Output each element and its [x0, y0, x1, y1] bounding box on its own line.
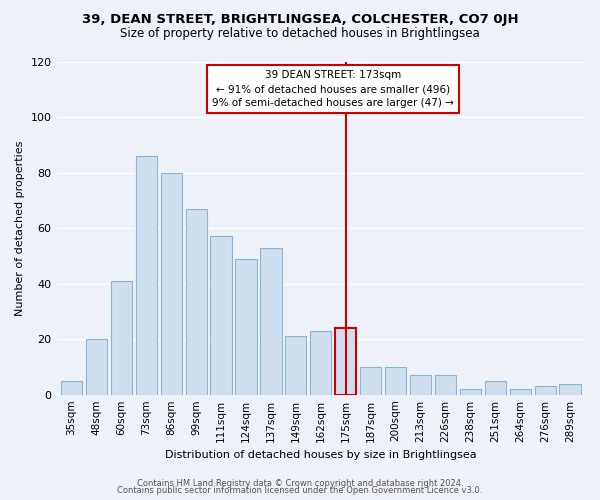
Bar: [235, 258, 257, 394]
Bar: [161, 172, 182, 394]
Bar: [211, 236, 232, 394]
Text: Contains HM Land Registry data © Crown copyright and database right 2024.: Contains HM Land Registry data © Crown c…: [137, 478, 463, 488]
Bar: [310, 331, 331, 394]
Bar: [460, 389, 481, 394]
Bar: [360, 367, 381, 394]
Text: 39 DEAN STREET: 173sqm
← 91% of detached houses are smaller (496)
9% of semi-det: 39 DEAN STREET: 173sqm ← 91% of detached…: [212, 70, 454, 108]
Bar: [435, 375, 456, 394]
Text: Contains public sector information licensed under the Open Government Licence v3: Contains public sector information licen…: [118, 486, 482, 495]
Bar: [485, 381, 506, 394]
Y-axis label: Number of detached properties: Number of detached properties: [15, 140, 25, 316]
Bar: [509, 389, 531, 394]
X-axis label: Distribution of detached houses by size in Brightlingsea: Distribution of detached houses by size …: [165, 450, 476, 460]
Bar: [260, 248, 281, 394]
Bar: [86, 339, 107, 394]
Bar: [111, 281, 132, 394]
Text: 39, DEAN STREET, BRIGHTLINGSEA, COLCHESTER, CO7 0JH: 39, DEAN STREET, BRIGHTLINGSEA, COLCHEST…: [82, 12, 518, 26]
Bar: [335, 328, 356, 394]
Bar: [61, 381, 82, 394]
Text: Size of property relative to detached houses in Brightlingsea: Size of property relative to detached ho…: [120, 28, 480, 40]
Bar: [285, 336, 307, 394]
Bar: [385, 367, 406, 394]
Bar: [185, 208, 207, 394]
Bar: [559, 384, 581, 394]
Bar: [410, 375, 431, 394]
Bar: [136, 156, 157, 394]
Bar: [535, 386, 556, 394]
